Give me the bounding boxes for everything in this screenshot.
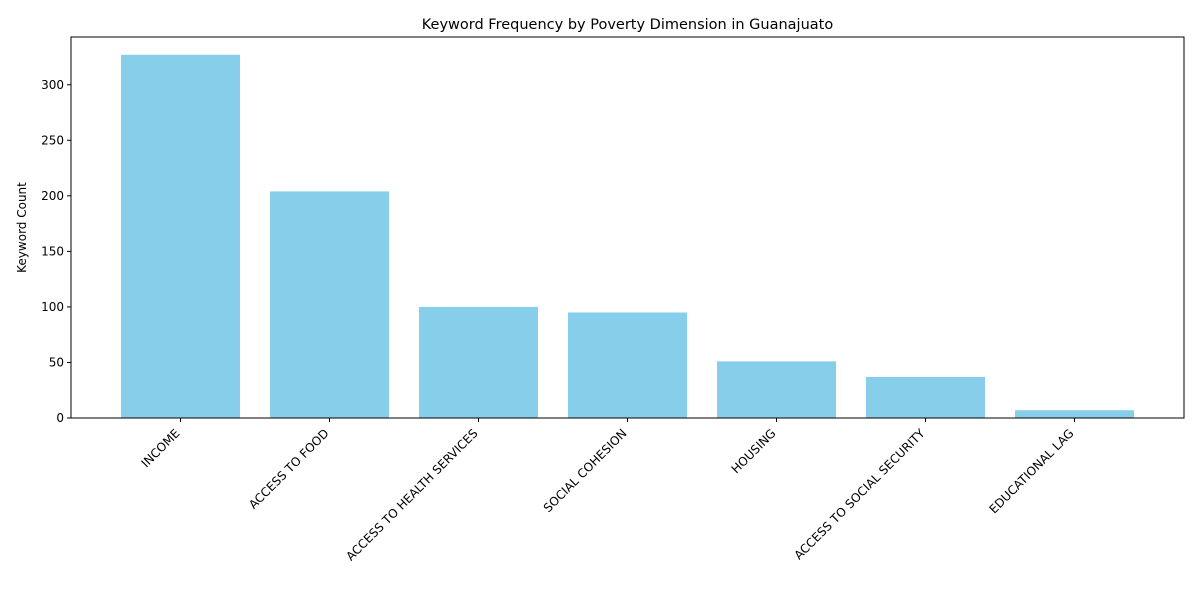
plot-frame (70, 36, 1185, 419)
x-tick-label: SOCIAL COHESION (541, 426, 630, 515)
bar-educational-lag (1015, 410, 1134, 418)
x-tick-label: ACCESS TO SOCIAL SECURITY (791, 426, 928, 563)
bar-social-cohesion (568, 312, 687, 418)
bar-access-to-health-services (419, 306, 538, 418)
x-tick-label: ACCESS TO FOOD (246, 426, 332, 512)
y-tick-label: 150 (41, 244, 64, 258)
y-tick-label: 100 (41, 300, 64, 314)
y-axis: 0 50 100 150 200 250 300 (41, 78, 71, 425)
y-tick-label: 250 (41, 133, 64, 147)
bar-housing (717, 361, 836, 418)
y-tick-label: 200 (41, 189, 64, 203)
y-tick-label: 0 (56, 411, 64, 425)
bar-income (121, 54, 240, 419)
y-tick-label: 300 (41, 78, 64, 92)
bar-access-to-food (270, 191, 389, 418)
x-tick-label: INCOME (139, 426, 183, 470)
chart-title: Keyword Frequency by Poverty Dimension i… (422, 17, 834, 33)
x-axis: INCOME ACCESS TO FOOD ACCESS TO HEALTH SER… (139, 418, 1077, 564)
x-tick-label: HOUSING (729, 426, 779, 476)
y-tick-label: 50 (49, 355, 64, 369)
bar-access-to-social-security (866, 376, 985, 418)
bars-layer (121, 54, 1134, 419)
x-tick-label: EDUCATIONAL LAG (986, 426, 1076, 516)
x-tick-label: ACCESS TO HEALTH SERVICES (343, 426, 480, 563)
y-axis-title: Keyword Count (15, 182, 29, 273)
